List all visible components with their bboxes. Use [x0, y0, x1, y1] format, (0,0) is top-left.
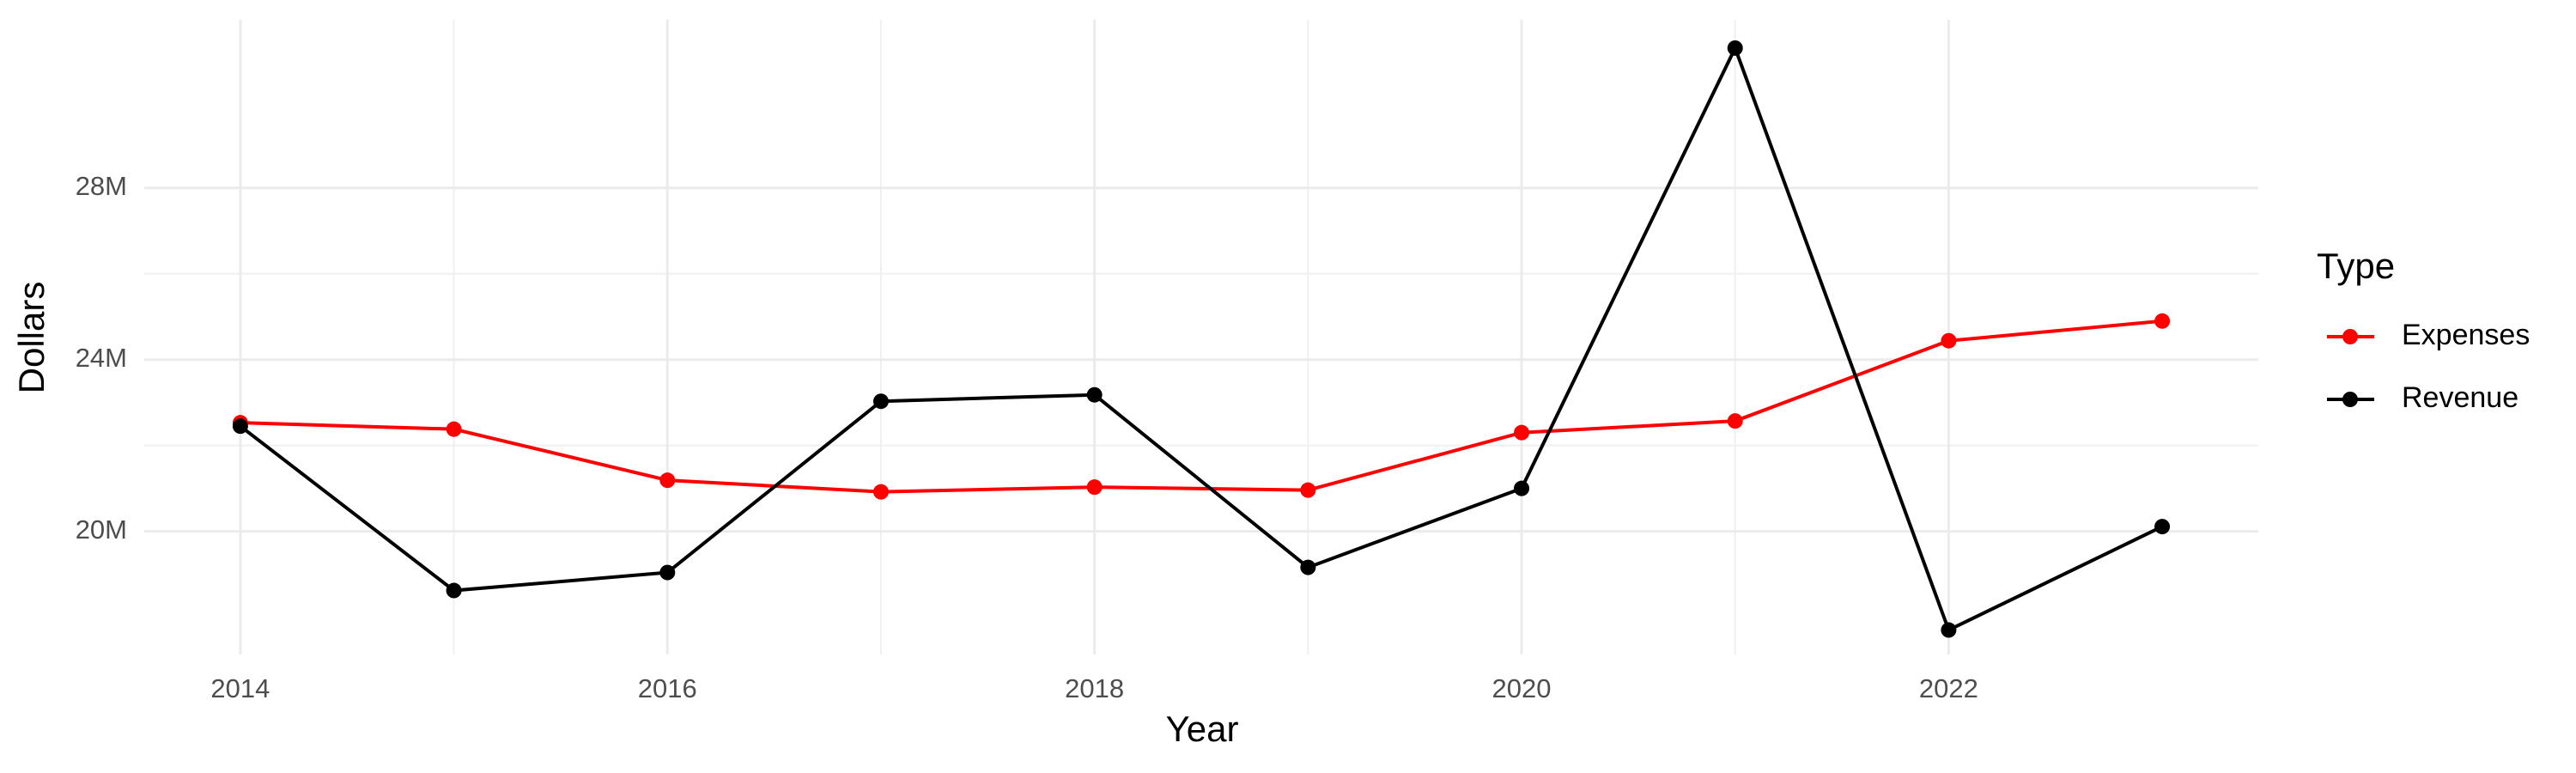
data-point [1514, 480, 1530, 496]
x-tick-label: 2020 [1492, 673, 1552, 703]
data-point [872, 484, 889, 500]
data-point [1514, 424, 1530, 441]
data-point [659, 564, 676, 581]
data-point [1941, 622, 1957, 638]
data-point [2154, 313, 2171, 329]
data-point [232, 418, 248, 435]
data-point [446, 582, 462, 599]
y-tick-label: 20M [76, 514, 127, 545]
data-point [1727, 413, 1743, 429]
data-point [446, 421, 462, 437]
data-point [1086, 386, 1103, 403]
x-tick-label: 2014 [210, 673, 270, 703]
data-point [1086, 479, 1103, 496]
data-point [1300, 482, 1316, 498]
data-point [659, 472, 676, 489]
series-line [240, 319, 2163, 494]
data-point [2154, 519, 2171, 535]
y-tick-label: 28M [76, 171, 127, 201]
y-axis-title: Dollars [11, 282, 52, 394]
data-point [872, 393, 889, 410]
x-axis-title: Year [1166, 709, 1239, 749]
legend-title: Type [2317, 246, 2395, 286]
y-tick-label: 24M [76, 343, 127, 373]
legend-label: Revenue [2402, 381, 2518, 414]
legend-key-point [2342, 392, 2358, 407]
x-tick-label: 2022 [1919, 673, 1978, 703]
legend-key-point [2342, 329, 2358, 344]
series-line [239, 43, 2163, 633]
legend-label: Expenses [2402, 319, 2530, 351]
data-point [1727, 40, 1743, 56]
x-tick-label: 2016 [638, 673, 697, 703]
data-point [1300, 559, 1316, 575]
x-tick-label: 2018 [1065, 673, 1124, 703]
data-point [1941, 332, 1957, 349]
